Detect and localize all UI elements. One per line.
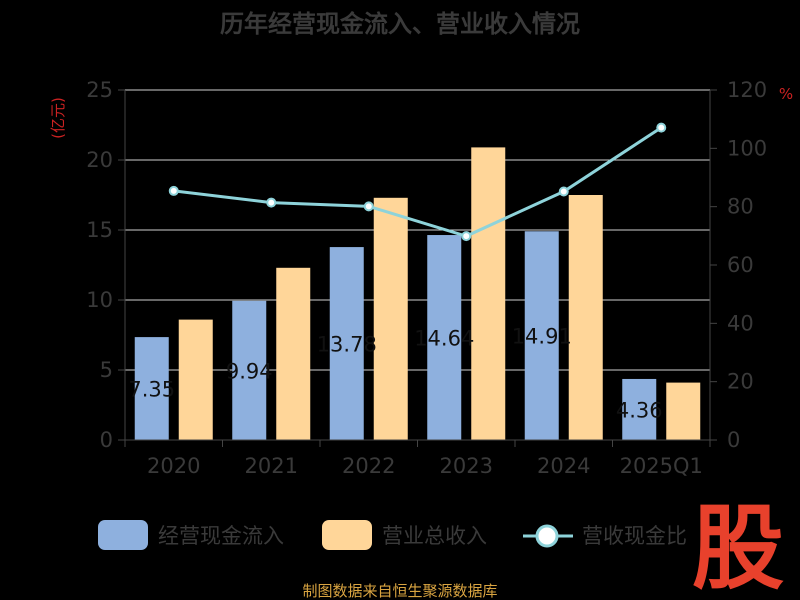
legend-label-ratio: 营收现金比 — [582, 524, 687, 548]
bar-cash-inflow — [524, 231, 559, 440]
left-tick-label: 10 — [86, 288, 113, 312]
left-tick-label: 15 — [86, 218, 113, 242]
legend-swatch-revenue — [322, 520, 372, 550]
ratio-point — [461, 231, 472, 242]
ratio-point — [558, 186, 569, 197]
right-tick-label: 80 — [727, 195, 754, 219]
bar-revenue — [373, 197, 408, 440]
right-tick-label: 40 — [727, 311, 754, 335]
ratio-point — [656, 122, 667, 133]
data-labels: 7.35 9.94 13.78 14.64 14.91 4.36 — [128, 325, 662, 423]
bar-cash-inflow — [232, 300, 267, 440]
x-tick-label: 2024 — [537, 454, 590, 478]
footer-source: 制图数据来自恒生聚源数据库 — [302, 582, 497, 600]
ratio-point — [363, 201, 374, 212]
x-tick-label: 2020 — [147, 454, 200, 478]
bar-series — [134, 147, 701, 440]
left-axis: 0 5 10 15 20 25 — [86, 78, 126, 452]
data-label-cash-inflow: 14.91 — [512, 325, 572, 349]
x-tick-label: 2021 — [245, 454, 298, 478]
right-tick-label: 120 — [727, 78, 767, 102]
legend-swatch-ratio-marker — [535, 524, 559, 548]
left-axis-unit: (亿元) — [49, 97, 67, 139]
right-tick-label: 20 — [727, 370, 754, 394]
x-tick-label: 2023 — [440, 454, 493, 478]
bar-cash-inflow — [622, 378, 657, 440]
ratio-point — [168, 185, 179, 196]
ratio-point — [266, 197, 277, 208]
left-tick-label: 20 — [86, 148, 113, 172]
chart-title: 历年经营现金流入、营业收入情况 — [220, 10, 580, 38]
right-tick-label: 60 — [727, 253, 754, 277]
bar-revenue — [276, 267, 311, 440]
legend-label-cash-inflow: 经营现金流入 — [158, 524, 284, 548]
x-tick-label: 2022 — [342, 454, 395, 478]
watermark-logo: 股 — [692, 495, 784, 600]
legend: 经营现金流入 营业总收入 营收现金比 — [98, 520, 687, 550]
data-label-cash-inflow: 9.94 — [226, 359, 273, 383]
bar-revenue — [178, 319, 213, 440]
right-tick-label: 100 — [727, 136, 767, 160]
legend-swatch-cash-inflow — [98, 520, 148, 550]
right-axis: 0 20 40 60 80 100 120 — [709, 78, 767, 452]
bar-revenue — [471, 147, 506, 440]
ratio-line-series — [168, 122, 667, 242]
bar-cash-inflow — [329, 247, 364, 440]
right-axis-unit: % — [779, 85, 793, 103]
legend-label-revenue: 营业总收入 — [382, 524, 487, 548]
right-tick-label: 0 — [727, 428, 740, 452]
left-tick-label: 0 — [100, 428, 113, 452]
bar-revenue — [568, 195, 603, 440]
bar-cash-inflow — [134, 337, 169, 440]
bar-cash-inflow — [427, 235, 462, 440]
left-tick-label: 25 — [86, 78, 113, 102]
x-axis: 2020 2021 2022 2023 2024 2025Q1 — [124, 439, 711, 478]
data-label-cash-inflow: 4.36 — [616, 398, 663, 422]
bar-revenue — [666, 382, 701, 440]
data-label-cash-inflow: 7.35 — [128, 378, 175, 402]
ratio-line — [173, 126, 663, 238]
data-label-cash-inflow: 13.78 — [317, 333, 377, 357]
x-tick-label: 2025Q1 — [620, 454, 703, 478]
left-tick-label: 5 — [100, 358, 113, 382]
data-label-cash-inflow: 14.64 — [414, 327, 474, 351]
